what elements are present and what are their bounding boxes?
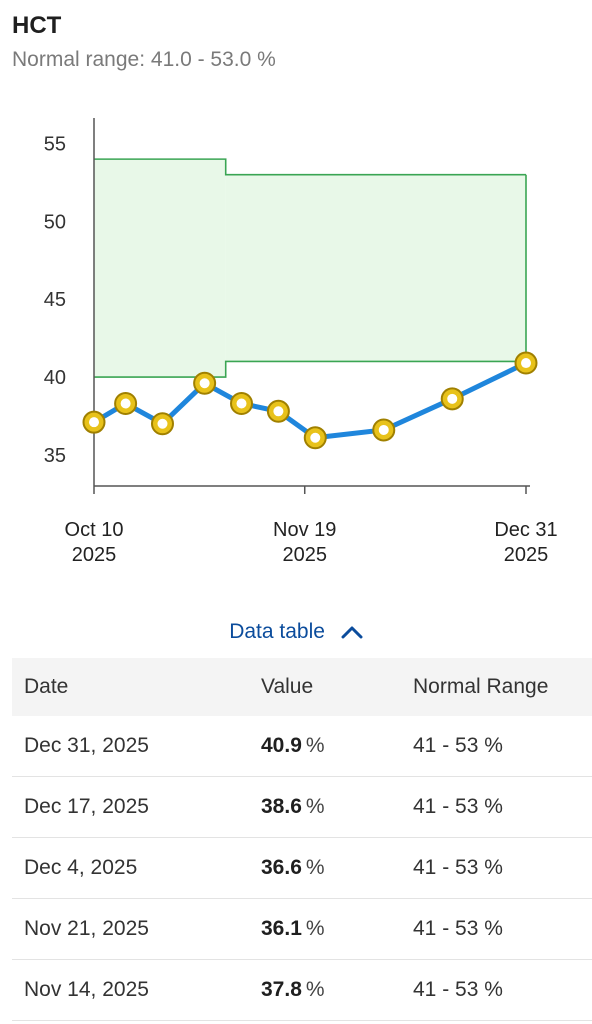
value-number: 36.6 [261, 856, 302, 879]
row-value: 36.6% [249, 837, 401, 899]
x-tick-label-year: 2025 [504, 544, 549, 566]
x-tick-label: Oct 10 [65, 519, 124, 541]
normal-range-band [94, 159, 226, 378]
x-tick-label-year: 2025 [72, 544, 117, 566]
value-unit: % [305, 795, 325, 818]
table-row: Dec 4, 2025 36.6% 41 - 53 % [12, 837, 592, 899]
value-unit: % [305, 856, 325, 879]
table-row: Dec 17, 2025 38.6% 41 - 53 % [12, 776, 592, 838]
header-value: Value [261, 675, 314, 698]
row-range: 41 - 53 % [401, 898, 592, 960]
data-point[interactable] [303, 426, 327, 450]
y-tick-label: 40 [44, 367, 66, 389]
x-tick-label-year: 2025 [282, 544, 327, 566]
row-date: Dec 31, 2025 [12, 716, 249, 777]
data-point[interactable] [514, 351, 538, 375]
row-value: 38.6% [249, 776, 401, 838]
data-point[interactable] [150, 412, 174, 436]
row-range: 41 - 53 % [401, 776, 592, 838]
y-tick-label: 55 [44, 134, 66, 156]
x-tick-label: Dec 31 [494, 519, 557, 541]
data-point[interactable] [230, 392, 254, 416]
normal-range-upper-line [94, 158, 526, 176]
normal-range-band [225, 174, 526, 362]
table-header-row: Date Value Normal Range [12, 658, 592, 716]
table-row: Dec 31, 2025 40.9% 41 - 53 % [12, 716, 592, 777]
row-value: 37.8% [249, 959, 401, 1021]
data-point[interactable] [82, 410, 106, 434]
data-point[interactable] [440, 387, 464, 411]
value-number: 37.8 [261, 978, 302, 1001]
value-unit: % [305, 978, 325, 1001]
header-date: Date [24, 675, 69, 698]
x-tick-label: Nov 19 [273, 519, 336, 541]
data-point[interactable] [266, 399, 290, 423]
page-title: HCT [12, 12, 62, 39]
normal-range-subtitle: Normal range: 41.0 - 53.0 % [12, 48, 276, 71]
row-date: Dec 17, 2025 [12, 776, 249, 838]
data-point[interactable] [114, 392, 138, 416]
y-tick-label: 50 [44, 211, 66, 233]
row-range: 41 - 53 % [401, 959, 592, 1021]
row-range: 41 - 53 % [401, 716, 592, 777]
row-value: 40.9% [249, 716, 401, 777]
y-tick-label: 35 [44, 445, 66, 467]
hct-line-chart: 35 40 45 50 55 Oct 10 2025 Nov 19 2025 Dec 31 2025 [44, 118, 558, 566]
data-table-toggle-label: Data table [229, 620, 325, 643]
data-table-toggle[interactable]: Data table [0, 620, 592, 644]
data-point[interactable] [372, 418, 396, 442]
row-date: Dec 4, 2025 [12, 837, 249, 899]
value-number: 38.6 [261, 795, 302, 818]
series-line [91, 360, 529, 441]
table-row: Nov 14, 2025 37.8% 41 - 53 % [12, 959, 592, 1021]
value-unit: % [305, 917, 325, 940]
value-number: 40.9 [261, 734, 302, 757]
data-point[interactable] [193, 371, 217, 395]
row-date: Nov 21, 2025 [12, 898, 249, 960]
value-unit: % [305, 734, 325, 757]
row-range: 41 - 53 % [401, 837, 592, 899]
value-number: 36.1 [261, 917, 302, 940]
chevron-up-icon [341, 626, 363, 639]
row-date: Nov 14, 2025 [12, 959, 249, 1021]
normal-range-lower-line [94, 360, 526, 378]
row-value: 36.1% [249, 898, 401, 960]
table-row: Nov 21, 2025 36.1% 41 - 53 % [12, 898, 592, 960]
header-normal-range: Normal Range [413, 675, 549, 698]
data-table: Date Value Normal Range Dec 31, 2025 40.… [12, 658, 592, 1021]
y-tick-label: 45 [44, 289, 66, 311]
